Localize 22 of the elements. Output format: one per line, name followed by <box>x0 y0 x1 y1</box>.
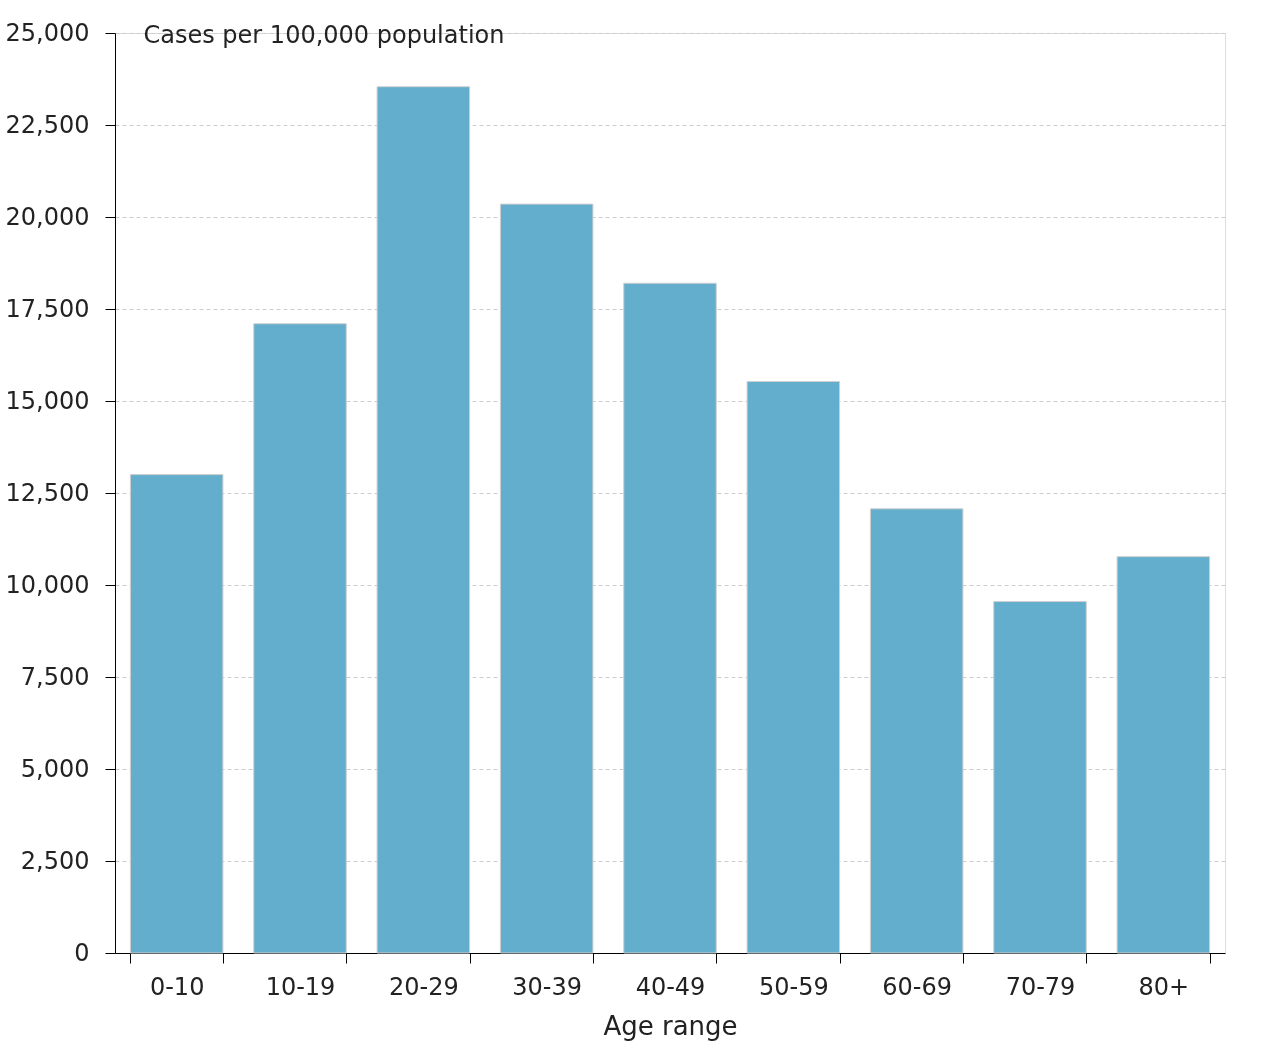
y-tick-label: 17,500 <box>5 294 90 323</box>
y-tick-label: 2,500 <box>20 846 90 875</box>
x-tick-label: 70-79 <box>1005 972 1076 1001</box>
x-tick-label: 80+ <box>1138 972 1190 1001</box>
x-tick-label: 50-59 <box>758 972 829 1001</box>
y-tick-label: 25,000 <box>5 18 90 47</box>
y-tick-label: 15,000 <box>5 386 90 415</box>
y-tick-label: 0 <box>74 938 90 967</box>
x-tick-label: 40-49 <box>635 972 706 1001</box>
y-axis-title: Cases per 100,000 population <box>143 20 505 49</box>
x-tick-label: 60-69 <box>882 972 953 1001</box>
y-tick-label: 20,000 <box>5 202 90 231</box>
x-tick-label: 30-39 <box>512 972 583 1001</box>
x-tick-label: 10-19 <box>265 972 336 1001</box>
y-tick-label: 7,500 <box>20 662 90 691</box>
x-axis-title: Age range <box>603 1010 738 1041</box>
y-tick-label: 10,000 <box>5 570 90 599</box>
y-tick-label: 5,000 <box>20 754 90 783</box>
y-tick-label: 12,500 <box>5 478 90 507</box>
x-tick-label: 0-10 <box>149 972 205 1001</box>
y-tick-label: 22,500 <box>5 110 90 139</box>
x-tick-label: 20-29 <box>388 972 459 1001</box>
